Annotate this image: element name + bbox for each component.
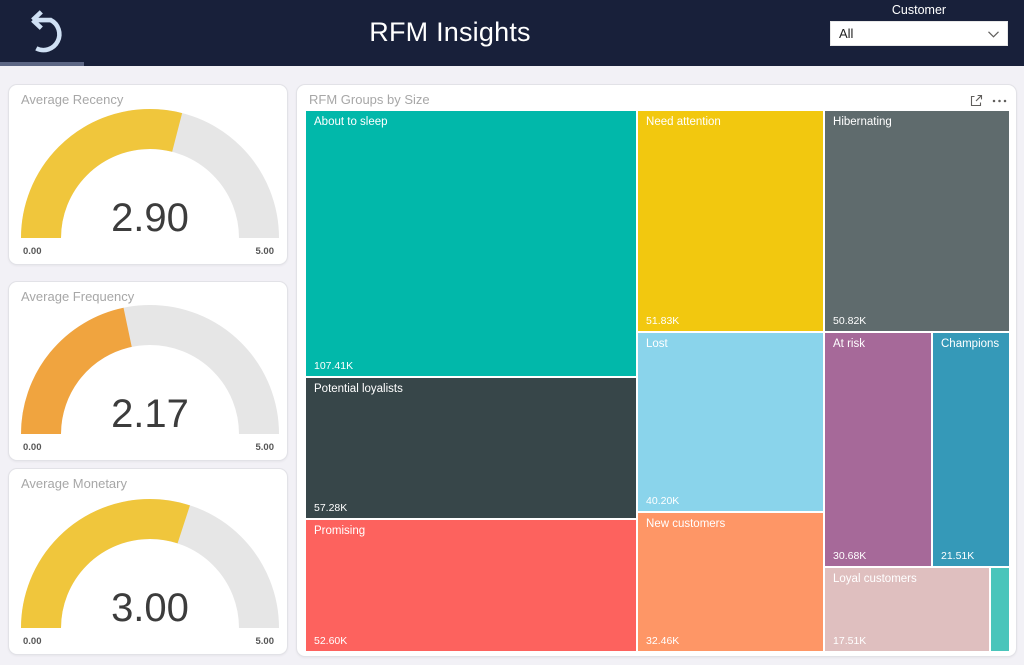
gauge-callout-value: 2.90 [111,196,189,240]
gauge-max-label: 5.00 [255,636,275,647]
treemap-tile-value: 21.51K [941,549,975,562]
gauge-min-label: 0.00 [23,246,42,257]
gauge-card-average-recency: Average Recency 2.90 0.00 5.00 [8,84,288,265]
treemap-tile-promising[interactable]: Promising 52.60K [306,519,636,651]
more-options-icon[interactable] [992,99,1007,103]
treemap-tile-value: 30.68K [833,549,867,562]
customer-filter: Customer All [830,3,1008,46]
treemap-tile-label: At risk [833,337,865,350]
gauge-max-label: 5.00 [255,246,275,257]
gauge-chart [21,499,279,629]
treemap-tile-hibernating[interactable]: Hibernating 50.82K [825,111,1009,331]
treemap-tile-label: Promising [314,524,366,537]
treemap-tile-small-segment[interactable] [991,568,1009,651]
gauge-value-arc [21,305,279,435]
treemap-tile-label: Lost [646,337,668,350]
gauge-min-label: 0.00 [23,636,42,647]
app-header: RFM Insights Customer All [0,0,1024,66]
treemap-tile-value: 57.28K [314,501,348,514]
treemap-tile-value: 40.20K [646,494,680,507]
gauge-callout-value: 3.00 [111,586,189,630]
gauge-value-arc [21,109,279,239]
gauge-title: Average Frequency [21,289,135,304]
treemap-tile-need-attention[interactable]: Need attention 51.83K [638,111,824,331]
gauge-card-average-monetary: Average Monetary 3.00 0.00 5.00 [8,468,288,655]
treemap-tile-lost[interactable]: Lost 40.20K [638,332,824,511]
treemap-tile-new-customers[interactable]: New customers 32.46K [638,512,824,651]
customer-dropdown-value: All [839,26,854,41]
treemap-tile-label: Potential loyalists [314,382,403,395]
customer-filter-label: Customer [891,3,947,17]
treemap-tile-potential-loyalists[interactable]: Potential loyalists 57.28K [306,377,636,518]
gauge-chart [21,109,279,239]
gauge-title: Average Monetary [21,476,127,491]
gauge-callout-value: 2.17 [111,392,189,436]
chevron-down-icon [988,26,999,41]
treemap-tile-value: 50.82K [833,314,867,327]
page-title: RFM Insights [369,16,531,47]
focus-mode-icon[interactable] [969,94,983,108]
treemap-tile-label: Loyal customers [833,573,917,585]
treemap-tile-label: New customers [646,517,726,530]
gauge-card-average-frequency: Average Frequency 2.17 0.00 5.00 [8,281,288,461]
treemap-tile-value: 52.60K [314,634,348,647]
treemap-tile-about-to-sleep[interactable]: About to sleep 107.41K [306,111,636,376]
gauge-chart [21,305,279,435]
visual-header-toolbar [969,94,1007,108]
treemap-plot-area: About to sleep 107.41K Need attention 51.83… [306,111,1009,651]
treemap-tile-value: 107.41K [314,359,354,372]
treemap-tile-value: 17.51K [833,634,867,647]
treemap-tile-champions[interactable]: Champions 21.51K [933,332,1009,566]
treemap-title: RFM Groups by Size [309,92,430,107]
treemap-card-rfm-groups: RFM Groups by Size About to sleep 107.41K… [296,84,1017,657]
gauge-max-label: 5.00 [255,442,275,453]
treemap-tile-label: Need attention [646,116,721,128]
treemap-tile-label: Hibernating [833,116,892,128]
treemap-tile-value: 32.46K [646,634,680,647]
treemap-tile-value: 51.83K [646,314,680,327]
customer-dropdown[interactable]: All [830,21,1008,46]
treemap-tile-loyal-customers[interactable]: Loyal customers 17.51K [825,568,990,651]
header-accent-strip [0,62,84,66]
back-button[interactable] [14,5,72,61]
gauge-value-arc [21,499,279,629]
treemap-tile-label: About to sleep [314,116,388,128]
back-arrow-icon [18,10,68,60]
treemap-tile-at-risk[interactable]: At risk 30.68K [825,332,932,566]
gauge-title: Average Recency [21,92,124,107]
treemap-tile-label: Champions [941,337,1000,350]
gauge-min-label: 0.00 [23,442,42,453]
